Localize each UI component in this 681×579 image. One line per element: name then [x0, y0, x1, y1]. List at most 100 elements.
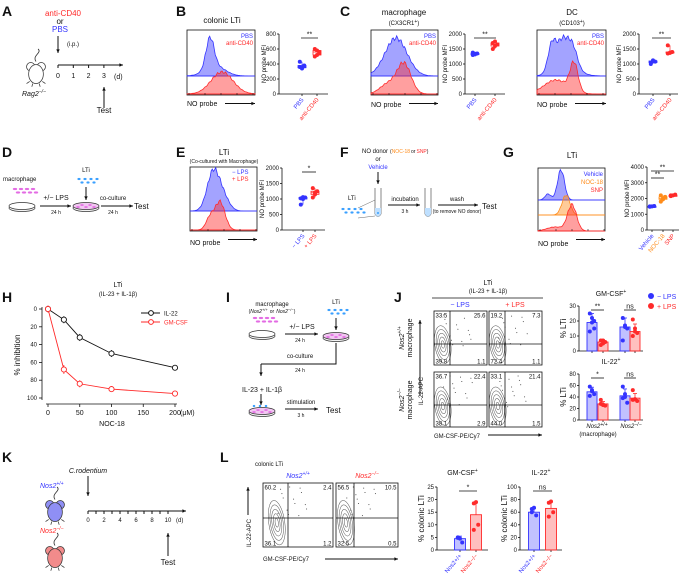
tube-liquid [425, 208, 431, 217]
y-tick-label: 40 [569, 395, 576, 401]
cell-icon [27, 191, 33, 194]
event-dot [363, 487, 365, 489]
dish-rim [72, 202, 100, 210]
significance-label: * [596, 372, 599, 379]
significance-label: ** [307, 32, 313, 39]
panel-c-macrophage-subtitle: (CX3CR1+) [389, 19, 420, 27]
x-axis-label: NOC-18 [99, 421, 125, 428]
cell-icon [327, 308, 331, 312]
mouse-tail [53, 486, 59, 500]
y-axis-label: NO probe MFI [260, 180, 266, 218]
event-dot [286, 509, 288, 511]
time-label: 24 h [295, 338, 305, 344]
arrowhead-icon [86, 492, 90, 496]
arrowhead-icon [538, 433, 542, 437]
data-point [630, 334, 635, 338]
data-point [476, 522, 481, 527]
panel-a-schematic: anti-CD40 or PBS (i.p.) 0 1 2 3 (d) Rag2−/−… [22, 9, 123, 115]
panel-g-title: LTi [567, 151, 577, 160]
cell-icon [264, 316, 270, 320]
event-dot [505, 401, 507, 403]
cell-icon [252, 316, 258, 320]
or-label: or [56, 17, 63, 26]
lps-label: +/− LPS [289, 324, 315, 331]
x-tick-label: PBS [293, 97, 305, 110]
data-point [648, 62, 653, 66]
data-point [534, 513, 539, 518]
x-tick-label: 150 [137, 410, 149, 417]
title-superscript: + [623, 289, 626, 295]
cell-icon [330, 334, 334, 336]
data-point [310, 195, 315, 200]
histogram [536, 29, 607, 106]
y-tick-label: 500 [452, 77, 463, 83]
contour-line [439, 398, 447, 414]
legend-marker-minus-lps [648, 293, 654, 299]
panel-label-g: G [503, 144, 514, 160]
day-label: 2 [102, 518, 106, 524]
event-dot [356, 498, 358, 500]
event-dot [351, 514, 353, 515]
panel-label-f: F [340, 144, 349, 160]
cell-icon [80, 204, 84, 206]
event-dot [511, 315, 513, 317]
panel-h-title: LTi [114, 282, 123, 289]
data-point [60, 366, 67, 373]
cell-icon [345, 308, 349, 312]
data-point [532, 505, 536, 510]
timeline-axis: 0 2 4 6 8 10 [45, 476, 186, 571]
arrowhead-icon [434, 101, 438, 106]
column-label-nos2-wt: Nos2+/+ [286, 471, 310, 480]
row-label-macrophage: macrophage [407, 318, 414, 357]
data-point [490, 47, 495, 51]
legend-minus-lps: − LPS [657, 294, 677, 301]
arrowhead-icon [602, 101, 606, 106]
histogram-curve [536, 33, 606, 77]
flow-plot-frame [335, 482, 399, 548]
title-superscript: + [475, 468, 478, 474]
y-tick-label: 500 [269, 213, 280, 219]
cell-icon [92, 181, 96, 184]
y-axis-label: % colonic LTi [500, 495, 509, 542]
legend-minus-lps: − LPS [232, 170, 249, 176]
contour-line [269, 504, 284, 541]
y-tick-label: 2000 [266, 166, 280, 172]
cell-icon [326, 336, 330, 338]
event-dot [470, 338, 472, 340]
event-dot [525, 400, 527, 402]
x-tick-label: 0 [46, 410, 50, 417]
cell-icon [336, 312, 340, 315]
cell-icon [353, 207, 357, 211]
event-dot [306, 508, 308, 510]
mouse-icon [26, 48, 46, 87]
y-tick-label: 30 [569, 304, 576, 310]
row-label-nos2-ko: Nos2−/− [397, 388, 406, 412]
data-point [108, 350, 115, 357]
legend-pbs: PBS [424, 34, 436, 40]
event-dot [277, 512, 279, 514]
event-dot [526, 333, 528, 335]
significance-label: ns [539, 485, 547, 492]
bar [470, 514, 482, 551]
data-point [661, 196, 665, 201]
data-point [652, 204, 657, 209]
event-dot [520, 384, 522, 386]
test-label: Test [482, 202, 497, 211]
y-tick-label: 1500 [623, 47, 637, 53]
event-dot [298, 515, 300, 517]
significance-label: ** [659, 32, 665, 39]
data-point [587, 384, 592, 389]
test-label: Test [161, 558, 176, 567]
contour-line [489, 325, 507, 364]
contour-line [437, 394, 449, 418]
cell-icon [338, 334, 342, 336]
contour-line [267, 500, 286, 546]
or-label: or [375, 157, 380, 163]
cell-icon [77, 177, 81, 181]
x-unit-label: (μM) [180, 410, 195, 417]
y-tick-label: 0 [573, 418, 577, 424]
cell-icon [84, 206, 88, 208]
